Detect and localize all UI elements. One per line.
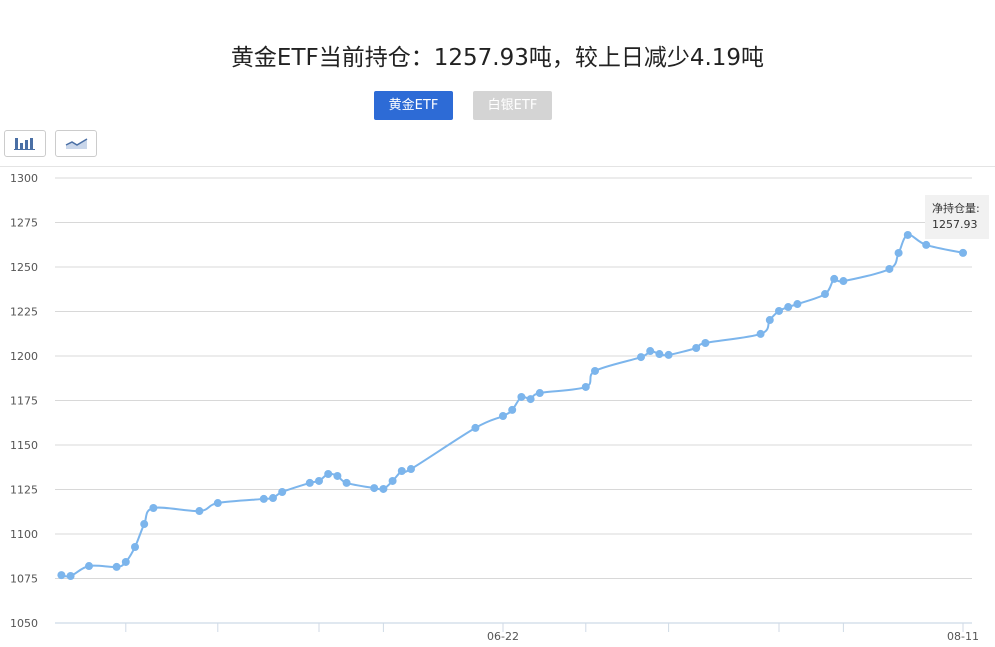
data-point xyxy=(959,248,967,257)
data-point xyxy=(66,572,75,581)
y-tick-label: 1175 xyxy=(10,395,38,408)
data-point xyxy=(112,562,121,571)
x-tick-label: 06-22 xyxy=(487,630,519,643)
data-point xyxy=(149,504,158,513)
data-point xyxy=(305,478,314,487)
tab-gold-etf[interactable]: 黄金ETF xyxy=(374,91,453,120)
data-point xyxy=(646,347,655,356)
data-point xyxy=(839,277,848,286)
data-point xyxy=(655,350,664,359)
data-point xyxy=(821,290,829,299)
data-point xyxy=(793,300,802,309)
data-point xyxy=(894,248,903,257)
tooltip-label: 净持仓量: xyxy=(932,202,980,215)
data-point xyxy=(315,476,323,485)
y-tick-label: 1200 xyxy=(10,350,38,363)
data-point xyxy=(701,339,710,348)
data-point xyxy=(499,411,507,420)
data-point xyxy=(581,382,590,391)
data-point xyxy=(131,542,139,551)
data-point xyxy=(784,303,793,312)
data-point xyxy=(140,520,149,529)
y-tick-label: 1250 xyxy=(10,261,38,274)
toolbar-divider xyxy=(0,166,995,167)
data-point xyxy=(388,476,397,485)
line-chart-button[interactable] xyxy=(55,130,97,157)
data-point xyxy=(259,494,268,503)
data-point xyxy=(517,392,526,401)
page-title: 黄金ETF当前持仓：1257.93吨，较上日减少4.19吨 xyxy=(230,45,765,71)
tooltip: 净持仓量: 1257.93 xyxy=(925,195,989,239)
data-point xyxy=(379,484,388,493)
data-point xyxy=(57,571,66,580)
y-tick-label: 1275 xyxy=(10,217,38,230)
data-point xyxy=(471,423,480,432)
data-point xyxy=(756,329,765,338)
data-point xyxy=(324,470,333,479)
data-point xyxy=(692,343,701,352)
y-tick-label: 1050 xyxy=(10,617,38,630)
series-line xyxy=(61,233,964,578)
data-point xyxy=(885,264,894,273)
x-tick-label: 08-11 xyxy=(947,630,979,643)
y-tick-label: 1125 xyxy=(10,484,38,497)
data-point xyxy=(775,306,783,315)
y-tick-label: 1225 xyxy=(10,306,38,319)
data-point xyxy=(664,350,673,359)
line-chart-icon xyxy=(65,138,88,149)
data-point xyxy=(591,366,599,375)
tooltip-value: 1257.93 xyxy=(932,218,978,231)
y-tick-label: 1150 xyxy=(10,439,38,452)
data-point xyxy=(370,484,379,493)
data-point xyxy=(269,494,277,503)
data-point xyxy=(922,240,931,249)
y-tick-label: 1100 xyxy=(10,528,38,541)
data-point xyxy=(526,395,535,404)
data-point xyxy=(195,507,204,516)
data-point xyxy=(121,557,130,566)
data-point xyxy=(85,562,93,571)
data-point xyxy=(333,471,342,480)
data-point xyxy=(765,316,774,325)
bar-chart-icon xyxy=(14,138,35,150)
data-point xyxy=(637,353,645,362)
data-point xyxy=(213,499,222,508)
data-point xyxy=(397,466,406,475)
data-point xyxy=(830,274,839,283)
data-point xyxy=(407,465,415,474)
y-tick-label: 1300 xyxy=(10,172,38,185)
data-point xyxy=(903,230,912,239)
data-point xyxy=(278,487,287,496)
data-point xyxy=(342,478,351,487)
data-point xyxy=(535,389,544,398)
bar-chart-button[interactable] xyxy=(4,130,46,157)
tab-silver-etf[interactable]: 白银ETF xyxy=(473,91,552,120)
y-tick-label: 1075 xyxy=(10,573,38,586)
data-point xyxy=(508,405,517,414)
